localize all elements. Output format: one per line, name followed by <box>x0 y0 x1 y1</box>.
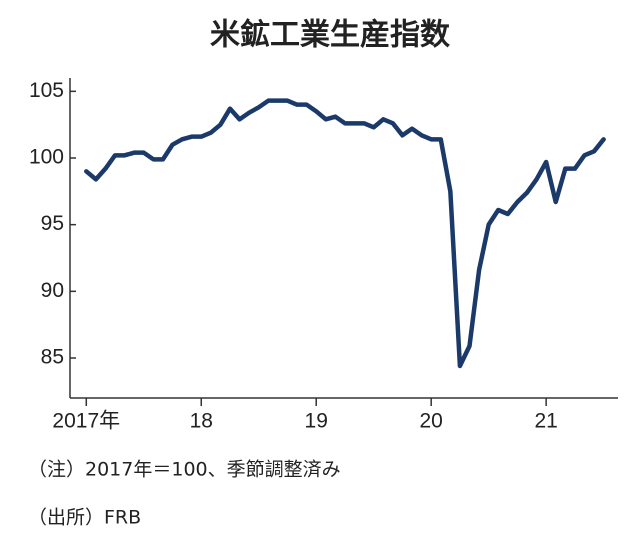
note: （注）2017年＝100、季節調整済み <box>28 459 341 481</box>
chart-title: 米鉱工業生産指数 <box>210 18 451 53</box>
y-tick-label: 100 <box>29 146 64 169</box>
y-tick-label: 90 <box>41 279 64 302</box>
y-tick-label: 85 <box>41 346 64 369</box>
note: （出所）FRB <box>28 507 141 529</box>
y-tick-label: 105 <box>29 79 64 102</box>
x-tick-label: 20 <box>420 410 443 433</box>
line <box>84 98 606 369</box>
x-tick-label: 19 <box>305 410 328 433</box>
x-tick-label: 21 <box>534 410 557 433</box>
x-tick-label: 2017年 <box>52 410 120 433</box>
y-tick-label: 95 <box>41 212 64 235</box>
x-tick-label: 18 <box>190 410 213 433</box>
